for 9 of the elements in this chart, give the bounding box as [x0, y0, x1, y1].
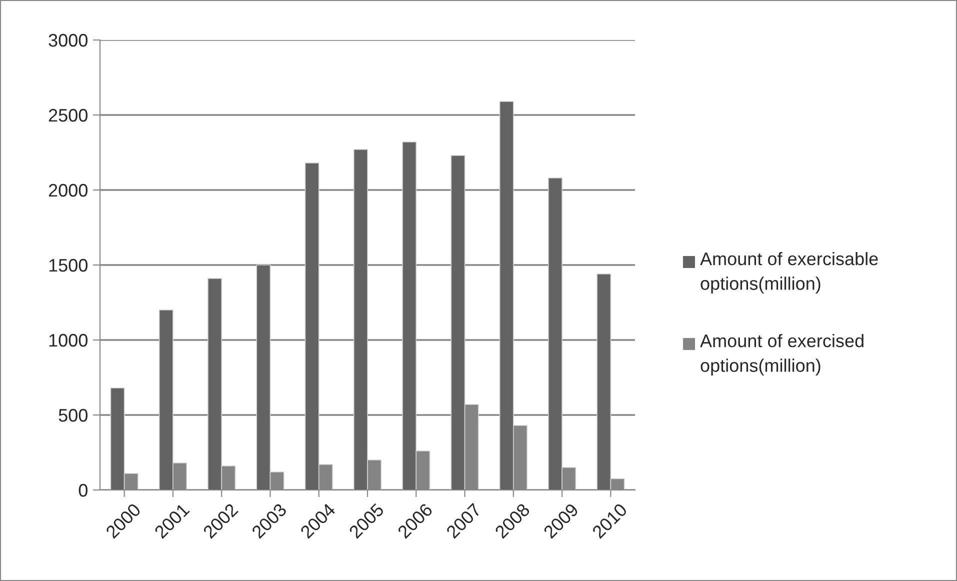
- y-tick-label: 500: [58, 408, 88, 422]
- y-tick-label: 2500: [48, 108, 88, 122]
- y-tick-label: 1000: [49, 334, 88, 347]
- y-tick-label: 0: [78, 484, 88, 497]
- y-tick-label: 1500: [49, 258, 88, 272]
- legend-label: Amount of exercised options(million): [700, 334, 864, 376]
- y-tick-label: 3000: [48, 34, 88, 47]
- legend-label: Amount of exercisable options(million): [700, 252, 878, 294]
- y-tick-label: 2000: [48, 184, 88, 197]
